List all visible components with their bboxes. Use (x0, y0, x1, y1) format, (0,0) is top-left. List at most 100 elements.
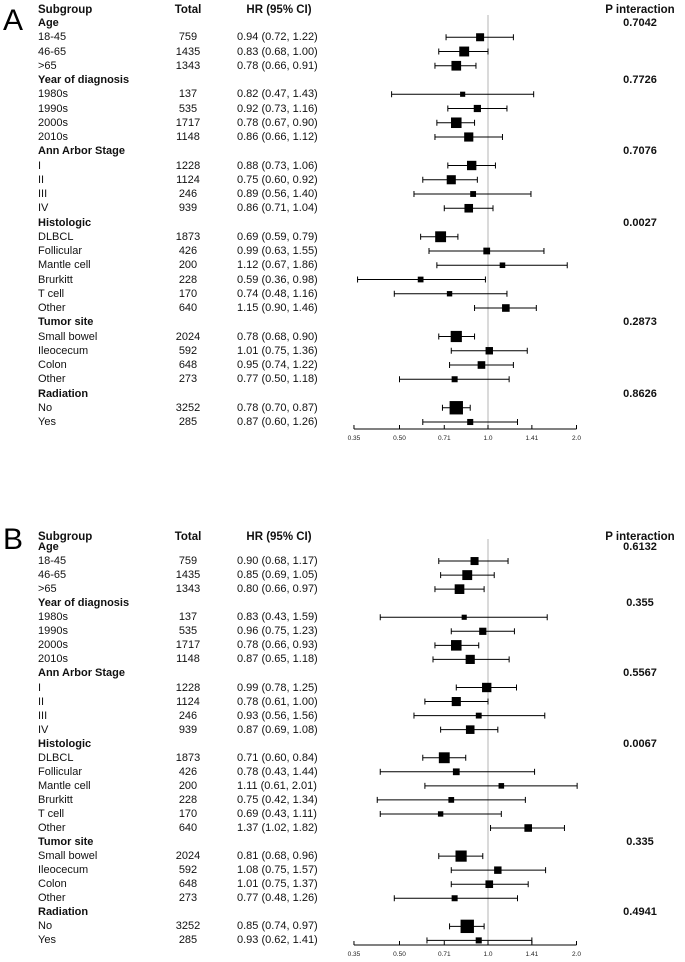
p-interaction-value: 0.0027 (623, 216, 657, 229)
hr-ci-value: 1.01 (0.75, 1.36) (237, 344, 318, 357)
hr-ci-value: 0.78 (0.61, 1.00) (237, 695, 318, 708)
subgroup-label: 1990s (38, 625, 68, 638)
subgroup-label: IV (38, 723, 49, 736)
total-value: 759 (178, 555, 198, 568)
subgroup-row: Yes 285 0.87 (0.60, 1.26) (0, 415, 685, 429)
hr-ci-value: 1.37 (1.02, 1.82) (237, 822, 318, 834)
total-value: 939 (178, 202, 198, 215)
column-header-subgroup: Subgroup (38, 531, 93, 543)
p-interaction-value: 0.7726 (623, 74, 657, 86)
hr-ci-value: 0.77 (0.50, 1.18) (237, 373, 318, 386)
axis-tick-label: 0.50 (393, 435, 406, 442)
total-value: 2024 (175, 330, 201, 343)
total-value: 1228 (175, 159, 201, 172)
total-value: 426 (178, 245, 198, 257)
subgroup-row: 1980s 137 0.83 (0.43, 1.59) (0, 610, 685, 624)
hr-ci-value: 0.81 (0.68, 0.96) (237, 850, 318, 863)
p-interaction-value: 0.4941 (623, 906, 657, 919)
group-heading-row: Radiation 0.8626 (0, 387, 685, 401)
group-heading-row: Age 0.6132 (0, 540, 685, 554)
hr-ci-value: 0.75 (0.42, 1.34) (237, 793, 318, 806)
group-name: Radiation (38, 906, 89, 919)
axis-tick-label: 1.41 (526, 435, 539, 442)
group-heading-row: Histologic 0.0027 (0, 216, 685, 230)
total-value: 170 (178, 807, 198, 820)
subgroup-row: Colon 648 0.95 (0.74, 1.22) (0, 358, 685, 372)
subgroup-row: II 1124 0.75 (0.60, 0.92) (0, 173, 685, 187)
subgroup-label: DLBCL (38, 230, 74, 243)
group-heading-row: Ann Arbor Stage 0.5567 (0, 666, 685, 680)
hr-ci-value: 0.69 (0.43, 1.11) (237, 807, 317, 820)
column-header-p-interaction: P interaction (605, 4, 675, 16)
total-value: 3252 (175, 401, 201, 414)
total-value: 1873 (175, 751, 201, 764)
subgroup-label: IV (38, 202, 49, 215)
total-value: 1343 (175, 583, 201, 596)
group-name: Ann Arbor Stage (38, 145, 125, 158)
subgroup-row: Colon 648 1.01 (0.75, 1.37) (0, 877, 685, 891)
hr-ci-value: 0.94 (0.72, 1.22) (237, 31, 318, 44)
total-value: 228 (178, 273, 198, 286)
total-value: 1717 (175, 639, 201, 652)
column-header-total: Total (174, 531, 202, 543)
hr-ci-value: 0.87 (0.65, 1.18) (237, 653, 318, 666)
subgroup-label: Other (38, 892, 66, 905)
hr-ci-value: 0.92 (0.73, 1.16) (237, 102, 318, 115)
subgroup-row: T cell 170 0.69 (0.43, 1.11) (0, 807, 685, 821)
subgroup-label: 46-65 (38, 45, 67, 58)
total-value: 759 (178, 31, 198, 44)
subgroup-row: IV 939 0.87 (0.69, 1.08) (0, 723, 685, 737)
subgroup-row: 1990s 535 0.92 (0.73, 1.16) (0, 102, 685, 116)
total-value: 648 (178, 878, 198, 891)
subgroup-row: 2010s 1148 0.87 (0.65, 1.18) (0, 652, 685, 666)
hr-ci-value: 0.86 (0.66, 1.12) (237, 131, 318, 143)
hr-ci-value: 0.69 (0.59, 0.79) (237, 230, 318, 243)
axis-tick-label: 0.35 (348, 951, 361, 958)
hr-ci-value: 0.78 (0.67, 0.90) (237, 116, 318, 129)
group-name: Year of diagnosis (38, 597, 130, 610)
total-value: 939 (178, 723, 198, 736)
group-name: Histologic (38, 216, 92, 229)
subgroup-label: >65 (38, 583, 57, 596)
subgroup-label: Mantle cell (38, 259, 91, 272)
subgroup-label: DLBCL (38, 751, 74, 764)
total-value: 246 (178, 709, 198, 722)
subgroup-row: Other 273 0.77 (0.48, 1.26) (0, 891, 685, 905)
total-value: 592 (178, 344, 198, 357)
subgroup-label: 18-45 (38, 555, 67, 568)
total-value: 1124 (176, 173, 200, 186)
subgroup-row: II 1124 0.78 (0.61, 1.00) (0, 695, 685, 709)
subgroup-row: I 1228 0.99 (0.78, 1.25) (0, 681, 685, 695)
p-interaction-value: 0.7076 (623, 145, 657, 158)
subgroup-row: I 1228 0.88 (0.73, 1.06) (0, 159, 685, 173)
hr-ci-value: 0.88 (0.73, 1.06) (237, 159, 318, 172)
subgroup-label: III (38, 188, 48, 200)
total-value: 273 (178, 892, 198, 905)
subgroup-row: 2010s 1148 0.86 (0.66, 1.12) (0, 130, 685, 144)
total-value: 535 (178, 625, 198, 638)
axis-tick-label: 1.41 (526, 951, 539, 958)
subgroup-label: Follicular (38, 765, 83, 778)
total-value: 1124 (176, 695, 200, 708)
subgroup-label: Ileocecum (38, 864, 89, 877)
hr-ci-value: 0.77 (0.48, 1.26) (237, 892, 318, 905)
subgroup-row: Mantle cell 200 1.12 (0.67, 1.86) (0, 258, 685, 272)
panel-b-label: B (3, 523, 24, 556)
subgroup-row: Yes 285 0.93 (0.62, 1.41) (0, 933, 685, 947)
subgroup-label: 2010s (38, 131, 68, 143)
group-name: Tumor site (38, 836, 94, 849)
subgroup-label: 1990s (38, 102, 68, 115)
subgroup-row: 46-65 1435 0.85 (0.69, 1.05) (0, 568, 685, 582)
hr-ci-value: 0.83 (0.43, 1.59) (237, 611, 318, 624)
total-value: 1435 (175, 45, 201, 58)
column-header-total: Total (174, 4, 202, 16)
subgroup-label: Mantle cell (38, 779, 91, 792)
hr-ci-value: 0.86 (0.71, 1.04) (237, 202, 318, 215)
total-value: 426 (178, 765, 198, 778)
subgroup-label: Yes (38, 416, 56, 428)
subgroup-row: Follicular 426 0.99 (0.63, 1.55) (0, 244, 685, 258)
total-value: 648 (178, 359, 198, 371)
total-value: 1228 (175, 681, 201, 694)
group-name: Histologic (38, 737, 92, 750)
subgroup-row: Mantle cell 200 1.11 (0.61, 2.01) (0, 779, 685, 793)
